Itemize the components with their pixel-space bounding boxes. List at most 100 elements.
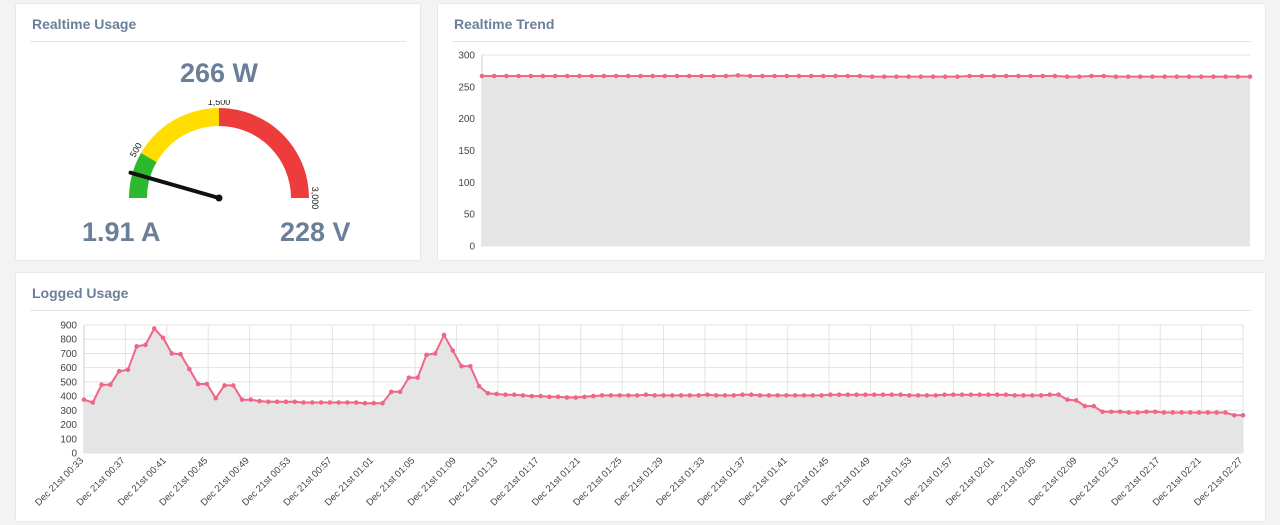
logged-point [1196, 410, 1202, 415]
trend-point [1052, 73, 1058, 79]
logged-point [898, 392, 903, 397]
logged-point [134, 344, 139, 349]
logged-point [792, 393, 798, 398]
trend-point [723, 73, 729, 79]
logged-point [204, 381, 210, 387]
logged-point [248, 397, 254, 402]
logged-usage-panel: Logged Usage 0 100 200 300 400 500 600 700 800 90… [15, 272, 1266, 522]
logged-point [432, 351, 438, 356]
trend-point [760, 73, 765, 79]
trend-point [930, 74, 936, 79]
logged-point [1073, 398, 1079, 403]
trend-point [1247, 74, 1253, 79]
logged-point [766, 393, 772, 398]
gauge-tick-label: 3,000 [310, 187, 320, 210]
logged-point [696, 393, 701, 398]
logged-y-tick-label: 400 [60, 392, 77, 403]
trend-point [1113, 74, 1119, 79]
trend-point [613, 73, 619, 79]
trend-y-tick-label: 0 [469, 242, 475, 253]
trend-point [1016, 73, 1021, 79]
trend-point [1235, 74, 1241, 79]
trend-series-line [482, 74, 1250, 78]
logged-point [1135, 410, 1140, 415]
logged-point [924, 393, 930, 398]
logged-point [599, 393, 605, 398]
logged-point [222, 383, 227, 388]
trend-point [821, 73, 826, 79]
logged-point [801, 393, 807, 398]
logged-y-tick-label: 300 [60, 406, 77, 417]
logged-point [327, 400, 333, 405]
logged-y-tick-label: 700 [60, 349, 77, 360]
logged-point [845, 392, 851, 397]
trend-point [1198, 74, 1204, 79]
trend-point [1077, 74, 1082, 79]
logged-point [722, 393, 728, 398]
logged-point [1231, 413, 1237, 418]
logged-point [678, 393, 684, 398]
trend-point [1064, 74, 1070, 79]
trend-point [918, 74, 924, 79]
logged-point [1188, 410, 1193, 415]
logged-point [942, 392, 947, 397]
logged-point [977, 392, 982, 397]
logged-point [1047, 392, 1053, 397]
trend-point [1211, 74, 1216, 79]
trend-y-tick-label: 200 [458, 114, 475, 125]
logged-point [318, 400, 324, 405]
realtime-usage-title: Realtime Usage [32, 16, 137, 32]
logged-point [1240, 413, 1246, 418]
logged-point [1038, 393, 1044, 398]
logged-point [90, 400, 96, 405]
realtime-trend-panel: Realtime Trend 0 50 100 150 200 250 300 [437, 3, 1266, 261]
logged-point [441, 332, 447, 338]
divider [30, 310, 1251, 311]
logged-point [511, 392, 517, 397]
logged-point [731, 393, 737, 398]
trend-point [833, 73, 838, 79]
trend-point [991, 73, 997, 79]
logged-point [1029, 393, 1035, 398]
logged-point [889, 392, 895, 397]
logged-point [169, 351, 175, 356]
logged-point [1012, 393, 1018, 398]
trend-point [1186, 74, 1192, 79]
logged-point [538, 393, 543, 399]
logged-point [406, 375, 412, 380]
logged-point [669, 393, 675, 398]
logged-point [1108, 409, 1114, 415]
logged-point [151, 326, 157, 331]
logged-point [687, 393, 693, 398]
logged-point [582, 394, 587, 400]
logged-point [397, 389, 403, 395]
logged-point [99, 382, 104, 388]
logged-point [415, 375, 420, 380]
logged-point [863, 392, 868, 397]
voltage-value: 228 V [280, 217, 351, 247]
divider [452, 41, 1251, 42]
logged-point [520, 393, 526, 398]
trend-point [1040, 73, 1046, 79]
logged-point [108, 382, 113, 388]
logged-point [450, 348, 456, 353]
trend-point [1223, 74, 1228, 79]
trend-y-tick-label: 250 [458, 82, 475, 93]
logged-point [143, 342, 148, 348]
logged-point [828, 392, 833, 397]
logged-usage-title: Logged Usage [32, 285, 129, 301]
logged-point [380, 400, 385, 406]
logged-point [950, 392, 956, 397]
logged-point [1170, 410, 1176, 415]
realtime-trend-chart: 0 50 100 150 200 250 300 [458, 51, 1253, 253]
logged-point [1161, 410, 1167, 415]
gauge-band-2 [219, 108, 309, 198]
trend-point [906, 74, 911, 79]
logged-point [959, 392, 965, 397]
logged-point [476, 383, 482, 389]
trend-point [967, 73, 972, 79]
logged-point [345, 400, 350, 405]
logged-point [880, 392, 886, 397]
gauge-pivot [215, 194, 223, 202]
